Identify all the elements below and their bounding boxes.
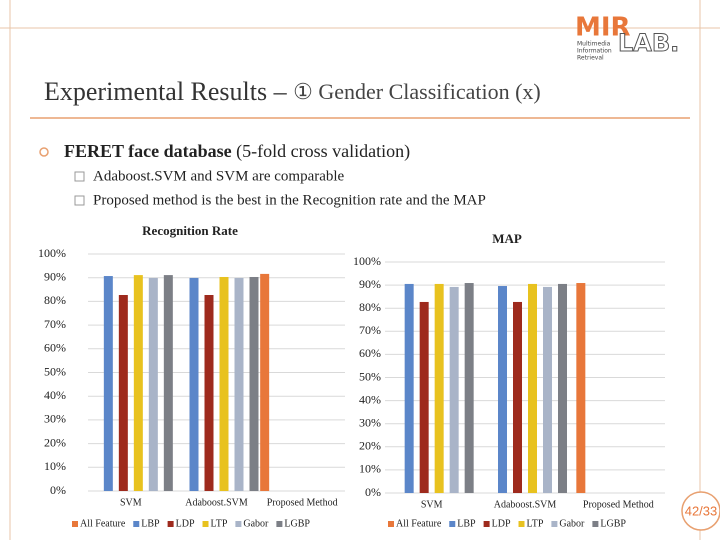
title-main: Experimental Results –	[44, 77, 288, 106]
bar	[148, 277, 158, 491]
y-tick-label: 100%	[38, 246, 66, 260]
bar	[260, 273, 270, 491]
logo-line: Retrieval	[577, 55, 604, 62]
bar	[419, 301, 429, 493]
x-tick-label: Adaboost.SVM	[185, 497, 248, 508]
legend-swatch	[72, 521, 78, 527]
legend-swatch	[167, 521, 174, 527]
legend-label: Gabor	[243, 518, 269, 529]
y-tick-label: 70%	[359, 323, 381, 337]
legend-label: LTP	[211, 518, 228, 529]
bar	[528, 283, 537, 493]
legend-swatch	[388, 521, 394, 527]
logo-line: Information	[577, 48, 612, 55]
y-tick-label: 70%	[44, 317, 66, 331]
logo-lab: LAB.	[618, 29, 679, 57]
bar	[204, 295, 214, 491]
y-tick-label: 50%	[359, 369, 381, 383]
x-tick-label: SVM	[120, 497, 142, 508]
legend-label: LGBP	[600, 518, 626, 529]
bar	[513, 301, 522, 493]
x-tick-label: SVM	[421, 499, 443, 510]
chart-title: MAP	[492, 231, 522, 246]
slide-title: Experimental Results – ① Gender Classifi…	[44, 77, 541, 106]
y-tick-label: 80%	[359, 300, 381, 314]
bar	[543, 286, 552, 493]
page-number: 42/33	[685, 503, 718, 518]
legend-label: Gabor	[559, 518, 585, 529]
legend-label: LDP	[492, 518, 511, 529]
y-tick-label: 30%	[359, 415, 381, 429]
subbullet-icon	[74, 195, 85, 206]
y-tick-label: 10%	[359, 462, 381, 476]
y-tick-label: 40%	[44, 388, 66, 402]
logo: MIR LAB. Multimedia Information Retrieva…	[575, 13, 680, 62]
legend-label: LGBP	[284, 518, 310, 529]
y-tick-label: 10%	[44, 459, 66, 473]
bar	[498, 286, 507, 493]
legend-swatch	[449, 521, 456, 527]
bullet-bold: FERET face database	[64, 141, 232, 161]
legend-swatch	[483, 521, 490, 527]
bar	[404, 283, 414, 493]
legend-label: LDP	[176, 518, 195, 529]
legend-swatch	[592, 521, 599, 527]
legend-swatch	[202, 521, 209, 527]
y-tick-label: 60%	[44, 341, 66, 355]
bar	[576, 283, 586, 493]
bullet-icon	[39, 147, 49, 157]
bar	[163, 275, 173, 491]
title-sub: ① Gender Classification (x)	[293, 79, 541, 104]
bar	[189, 277, 199, 491]
bar	[449, 286, 459, 493]
subbullet: Proposed method is the best in the Recog…	[93, 192, 486, 208]
y-tick-label: 100%	[353, 254, 381, 268]
page-badge	[681, 491, 720, 531]
legend-swatch	[235, 521, 242, 527]
bar	[103, 276, 113, 491]
legend-swatch	[518, 521, 525, 527]
y-tick-label: 20%	[44, 435, 66, 449]
bar	[249, 276, 259, 491]
x-tick-label: Proposed Method	[267, 497, 338, 508]
legend-swatch	[551, 521, 558, 527]
bullet-rest: (5-fold cross validation)	[236, 141, 410, 162]
bar	[219, 276, 229, 491]
logo-line: Multimedia	[577, 41, 611, 48]
y-tick-label: 50%	[44, 364, 66, 378]
y-tick-label: 90%	[44, 269, 66, 283]
y-tick-label: 80%	[44, 293, 66, 307]
bar	[133, 275, 143, 491]
y-tick-label: 60%	[359, 346, 381, 360]
legend-swatch	[133, 521, 140, 527]
legend-label: LBP	[457, 518, 476, 529]
legend-label: All Feature	[80, 518, 126, 529]
y-tick-label: 20%	[359, 439, 381, 453]
legend-label: LBP	[141, 518, 160, 529]
bar	[464, 283, 474, 493]
bar	[118, 295, 128, 491]
x-tick-label: Proposed Method	[583, 499, 654, 510]
subbullet-icon	[74, 171, 85, 182]
y-tick-label: 40%	[359, 392, 381, 406]
y-tick-label: 0%	[50, 483, 66, 497]
logo-mark: MIR	[575, 13, 631, 43]
y-tick-label: 0%	[365, 485, 381, 499]
y-tick-label: 90%	[359, 277, 381, 291]
bullet: FERET face database (5-fold cross valida…	[64, 141, 410, 162]
bar	[434, 283, 444, 493]
legend-label: All Feature	[396, 518, 442, 529]
legend-swatch	[276, 521, 283, 527]
subbullet: Adaboost.SVM and SVM are comparable	[93, 168, 345, 184]
x-tick-label: Adaboost.SVM	[494, 499, 557, 510]
legend-label: LTP	[527, 518, 544, 529]
bar	[234, 277, 244, 491]
bar	[558, 283, 567, 493]
y-tick-label: 30%	[44, 412, 66, 426]
chart-title: Recognition Rate	[142, 223, 238, 238]
